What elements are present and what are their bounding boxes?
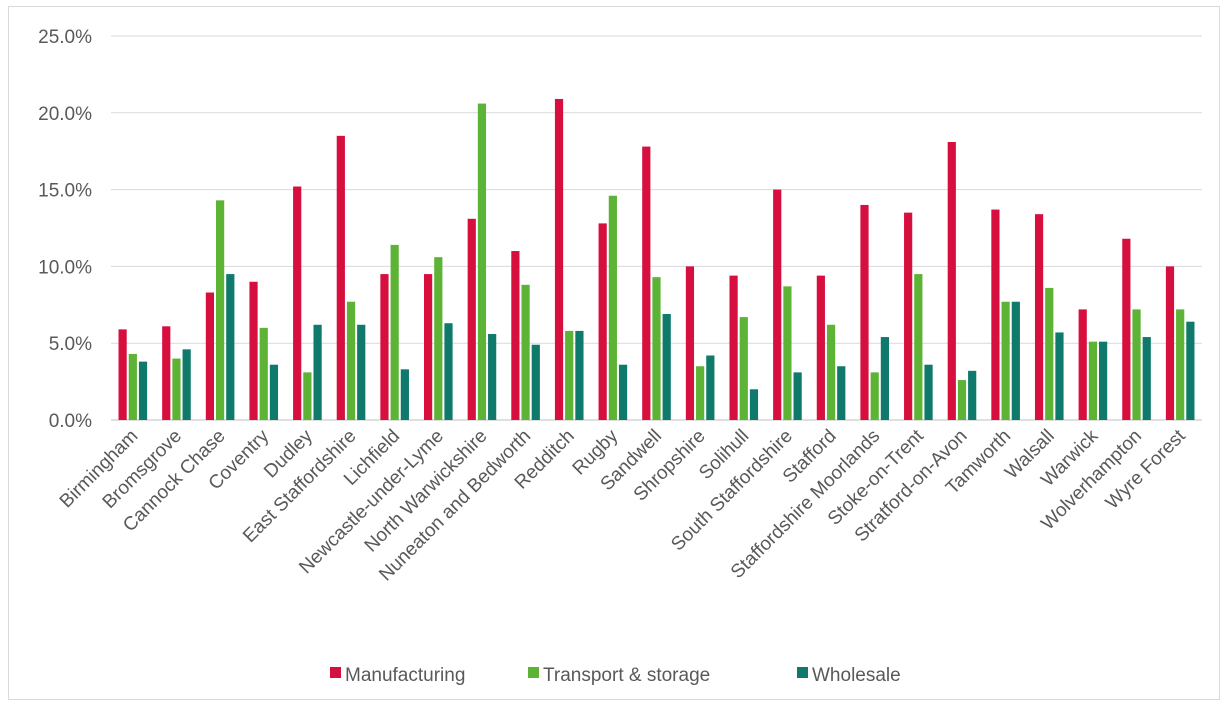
bar-manufacturing <box>249 281 258 420</box>
y-tick-label: 25.0% <box>38 27 92 48</box>
bar-wholesale <box>1186 321 1195 420</box>
bar-transport-storage <box>565 330 574 420</box>
bar-manufacturing <box>904 212 913 420</box>
bar-wholesale <box>924 364 933 420</box>
bar-transport-storage <box>346 301 356 420</box>
bar-transport-storage <box>870 372 879 420</box>
bar-wholesale <box>138 361 148 420</box>
y-tick-label: 20.0% <box>38 104 92 125</box>
bar-manufacturing <box>293 186 302 420</box>
bar-manufacturing <box>380 274 389 420</box>
bar-manufacturing <box>816 275 825 420</box>
bar-transport-storage <box>783 286 792 420</box>
bar-transport-storage <box>1176 309 1185 420</box>
bar-transport-storage <box>652 277 661 420</box>
y-tick-label: 0.0% <box>49 411 92 432</box>
legend-swatch <box>528 667 539 678</box>
y-tick-label: 10.0% <box>38 257 92 278</box>
bar-wholesale <box>313 324 322 420</box>
bar-manufacturing <box>1165 266 1175 420</box>
bar-wholesale <box>618 364 628 420</box>
bar-transport-storage <box>259 327 268 420</box>
bar-transport-storage <box>172 358 181 420</box>
y-tick-label: 5.0% <box>49 334 92 355</box>
bar-wholesale <box>1099 341 1108 420</box>
bar-transport-storage <box>128 353 137 420</box>
bar-wholesale <box>182 349 191 420</box>
bar-manufacturing <box>424 274 433 420</box>
legend-swatch <box>797 667 808 678</box>
bar-manufacturing <box>860 204 869 420</box>
bar-manufacturing <box>1122 238 1131 420</box>
bar-manufacturing <box>162 326 171 420</box>
bar-manufacturing <box>773 189 782 420</box>
bar-manufacturing <box>1034 214 1044 420</box>
bar-wholesale <box>793 372 802 420</box>
bar-manufacturing <box>336 135 345 420</box>
legend-swatch <box>330 667 341 678</box>
bar-wholesale <box>444 323 453 420</box>
bar-manufacturing <box>642 146 651 421</box>
bar-transport-storage <box>390 244 399 420</box>
bar-transport-storage <box>696 366 705 420</box>
bar-manufacturing <box>118 329 127 420</box>
bar-wholesale <box>226 274 235 420</box>
bar-wholesale <box>400 369 409 420</box>
bar-transport-storage <box>477 103 487 421</box>
legend-label: Manufacturing <box>345 665 465 686</box>
bar-transport-storage <box>826 324 836 420</box>
bar-wholesale <box>575 330 584 420</box>
bar-transport-storage <box>521 284 530 420</box>
bar-wholesale <box>1055 332 1064 420</box>
bar-manufacturing <box>467 218 476 420</box>
bar-wholesale <box>357 324 366 420</box>
bar-transport-storage <box>1001 301 1010 420</box>
bar-transport-storage <box>608 195 617 420</box>
bar-wholesale <box>880 337 889 420</box>
bar-manufacturing <box>729 275 738 420</box>
bar-transport-storage <box>1045 287 1054 420</box>
bars <box>118 98 1195 421</box>
bar-manufacturing <box>685 266 695 420</box>
bar-wholesale <box>749 389 759 420</box>
legend: Manufacturing Transport & storage Wholesal… <box>330 665 901 686</box>
gridlines <box>111 35 1202 421</box>
bar-wholesale <box>968 370 977 420</box>
bar-manufacturing <box>598 223 607 420</box>
y-axis-ticks: 0.0% 5.0% 10.0% 15.0% 20.0% 25.0% <box>38 27 92 432</box>
bar-wholesale <box>1011 301 1020 420</box>
bar-wholesale <box>706 355 715 420</box>
legend-label: Transport & storage <box>543 665 710 686</box>
bar-transport-storage <box>914 274 923 420</box>
bar-manufacturing <box>947 141 956 420</box>
bar-manufacturing <box>1078 309 1087 420</box>
bar-wholesale <box>488 333 497 420</box>
bar-wholesale <box>1142 337 1151 420</box>
y-tick-label: 15.0% <box>38 181 92 202</box>
bar-wholesale <box>531 344 540 420</box>
bar-transport-storage <box>434 257 443 420</box>
bar-manufacturing <box>554 98 564 420</box>
bar-manufacturing <box>205 292 214 420</box>
bar-transport-storage <box>739 317 748 420</box>
bar-transport-storage <box>216 200 225 420</box>
bar-wholesale <box>269 364 279 420</box>
bar-transport-storage <box>303 372 312 420</box>
bar-transport-storage <box>1088 341 1097 420</box>
legend-label: Wholesale <box>812 665 901 686</box>
bar-transport-storage <box>957 380 967 420</box>
bar-manufacturing <box>511 251 520 420</box>
bar-wholesale <box>662 314 671 420</box>
bar-manufacturing <box>991 209 1000 420</box>
bar-transport-storage <box>1132 309 1141 420</box>
bar-wholesale <box>837 366 846 420</box>
